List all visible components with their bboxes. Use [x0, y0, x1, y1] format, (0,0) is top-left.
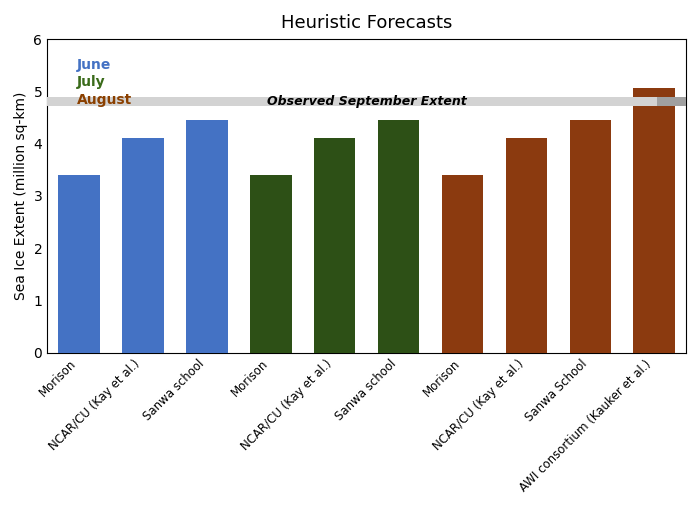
Bar [47, 97, 686, 106]
Bar [657, 97, 686, 106]
Bar [186, 120, 228, 353]
Bar [314, 138, 356, 353]
Title: Heuristic Forecasts: Heuristic Forecasts [281, 14, 452, 32]
Bar [570, 120, 611, 353]
Bar [442, 175, 483, 353]
Bar [634, 87, 675, 353]
Text: Observed September Extent: Observed September Extent [267, 95, 466, 108]
Bar [378, 120, 419, 353]
Bar [505, 138, 547, 353]
Y-axis label: Sea Ice Extent (million sq-km): Sea Ice Extent (million sq-km) [14, 91, 28, 300]
Legend: June, July, August: June, July, August [60, 52, 138, 112]
Bar [122, 138, 164, 353]
Bar [250, 175, 292, 353]
Bar [58, 175, 100, 353]
